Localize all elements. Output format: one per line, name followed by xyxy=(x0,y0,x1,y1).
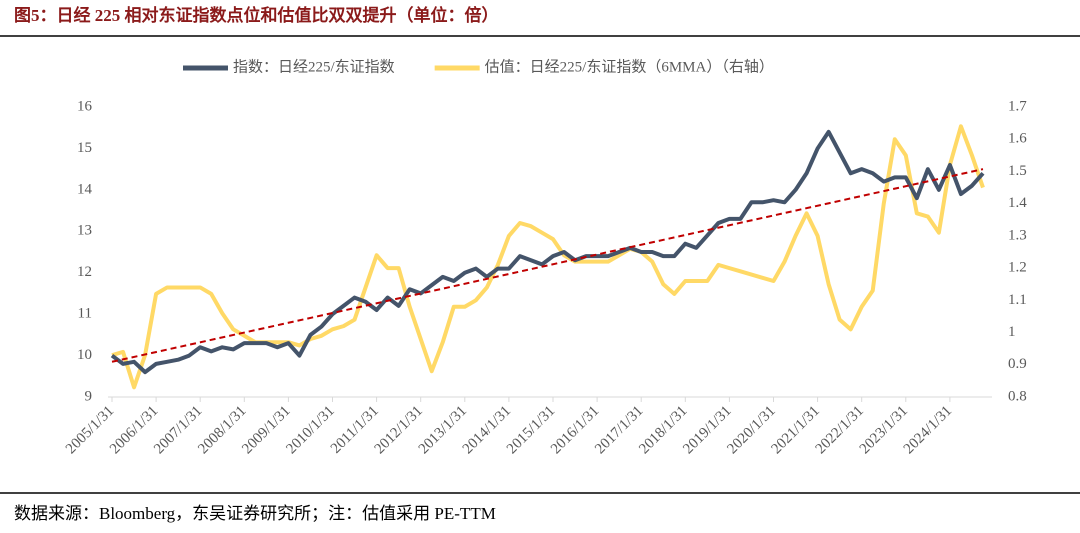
series-line xyxy=(111,124,985,390)
y-tick-label: 9 xyxy=(85,388,93,404)
series-line xyxy=(110,129,985,375)
y-tick-label: 16 xyxy=(77,98,93,114)
y-tick-label: 12 xyxy=(77,264,92,280)
x-tick-label: 2010/1/31 xyxy=(283,403,337,457)
y2-tick-label: 1.3 xyxy=(1008,227,1027,243)
source-note: 数据来源：Bloomberg，东吴证券研究所；注：估值采用 PE-TTM xyxy=(14,504,496,523)
y2-tick-label: 1.7 xyxy=(1008,98,1027,114)
trend-line xyxy=(111,168,984,363)
y2-tick-label: 0.9 xyxy=(1008,356,1027,372)
y2-tick-label: 1.2 xyxy=(1008,260,1027,276)
y2-tick-label: 1.5 xyxy=(1008,163,1027,179)
y-tick-label: 14 xyxy=(77,181,93,197)
y2-tick-label: 1 xyxy=(1008,324,1016,340)
y-tick-label: 10 xyxy=(77,347,92,363)
chart-title: 图5：日经 225 相对东证指数点位和估值比双双提升（单位：倍） xyxy=(14,5,499,25)
y2-tick-label: 0.8 xyxy=(1008,388,1027,404)
y-tick-label: 13 xyxy=(77,223,92,239)
y2-tick-label: 1.4 xyxy=(1008,195,1027,211)
legend-label: 指数：日经225/东证指数 xyxy=(233,58,395,75)
y-tick-label: 15 xyxy=(77,140,92,156)
y2-tick-label: 1.6 xyxy=(1008,131,1027,147)
y2-tick-label: 1.1 xyxy=(1008,292,1027,308)
legend-label: 估值：日经225/东证指数（6MMA）（右轴） xyxy=(485,58,774,75)
y-tick-label: 11 xyxy=(78,306,92,322)
x-tick-label: 2024/1/31 xyxy=(901,403,955,457)
